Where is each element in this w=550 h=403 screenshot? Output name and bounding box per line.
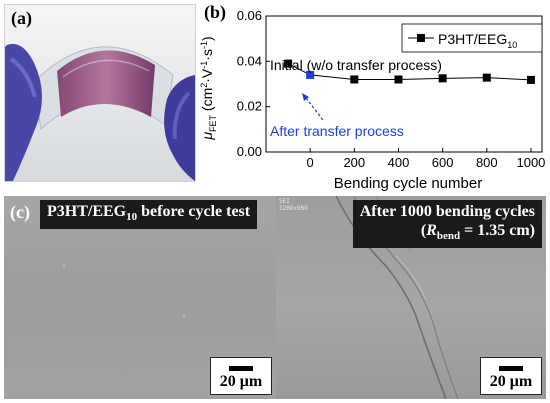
photo-panel: (a) bbox=[4, 4, 196, 182]
y-axis-label: μFET (cm2·V-1·s-1) bbox=[199, 36, 218, 140]
sem-corner-text: SEI 1280x960 bbox=[279, 198, 308, 212]
plot-frame bbox=[265, 15, 543, 153]
sem-before-title: P3HT/EEG10 before cycle test bbox=[40, 200, 258, 230]
scale-bar-line bbox=[229, 366, 253, 371]
plot-area-border bbox=[265, 15, 543, 153]
axis-ticks: 0 200 400 600 800 1000 0.00 0.02 0.04 0.06 bbox=[237, 8, 546, 170]
mobility-chart: 0 200 400 600 800 1000 0.00 0.02 0.04 0.06 Bendin… bbox=[199, 8, 546, 192]
scale-bar-after: 20 μm bbox=[480, 357, 542, 395]
annotation-after: After transfer process bbox=[270, 123, 404, 139]
x-axis-label: Bending cycle number bbox=[334, 175, 482, 192]
panel-label-b: (b) bbox=[204, 2, 226, 22]
x-tick-label: 600 bbox=[432, 155, 454, 170]
legend-marker bbox=[417, 34, 425, 42]
annotation-initial: Initial (w/o transfer process) bbox=[270, 57, 442, 73]
y-tick-label: 0.06 bbox=[237, 8, 262, 23]
y-tick-label: 0.00 bbox=[237, 144, 262, 159]
data-point bbox=[482, 73, 491, 82]
data-point bbox=[350, 75, 359, 84]
x-tick-label: 1000 bbox=[516, 155, 545, 170]
y-tick-label: 0.04 bbox=[237, 53, 262, 68]
sem-image-after: SEI 1280x960 After 1000 bending cycles (R… bbox=[276, 196, 546, 399]
mobility-chart-panel: (b) 0 200 400 600 800 1000 0.00 0.02 0.04 0.06 Be… bbox=[196, 0, 550, 193]
panel-label-c: (c) bbox=[10, 202, 30, 222]
x-tick-label: 400 bbox=[388, 155, 410, 170]
legend: P3HT/EEG10 bbox=[401, 23, 543, 53]
scale-bar-label: 20 μm bbox=[219, 373, 263, 390]
data-point bbox=[394, 75, 403, 84]
panel-label-a: (a) bbox=[11, 8, 32, 28]
y-tick-label: 0.02 bbox=[237, 99, 262, 114]
bent-film-photo bbox=[5, 5, 195, 181]
data-point bbox=[438, 74, 447, 83]
series-layer bbox=[284, 59, 535, 84]
x-tick-label: 0 bbox=[307, 155, 314, 170]
data-point bbox=[526, 75, 535, 84]
legend-label: P3HT/EEG10 bbox=[438, 31, 517, 50]
annotation-arrow bbox=[302, 93, 324, 121]
scale-bar-line bbox=[499, 366, 523, 371]
scale-bar-before: 20 μm bbox=[210, 357, 272, 395]
sem-after-title: After 1000 bending cycles (Rbend = 1.35 … bbox=[352, 200, 542, 249]
data-point bbox=[284, 59, 293, 68]
sem-panel: (c) P3HT/EEG10 before cycle test 20 μm S… bbox=[4, 196, 546, 399]
x-tick-label: 200 bbox=[343, 155, 365, 170]
sem-image-before: (c) P3HT/EEG10 before cycle test 20 μm bbox=[4, 196, 276, 399]
data-point-highlight bbox=[306, 70, 315, 79]
scale-bar-label: 20 μm bbox=[489, 373, 533, 390]
x-tick-label: 800 bbox=[476, 155, 498, 170]
